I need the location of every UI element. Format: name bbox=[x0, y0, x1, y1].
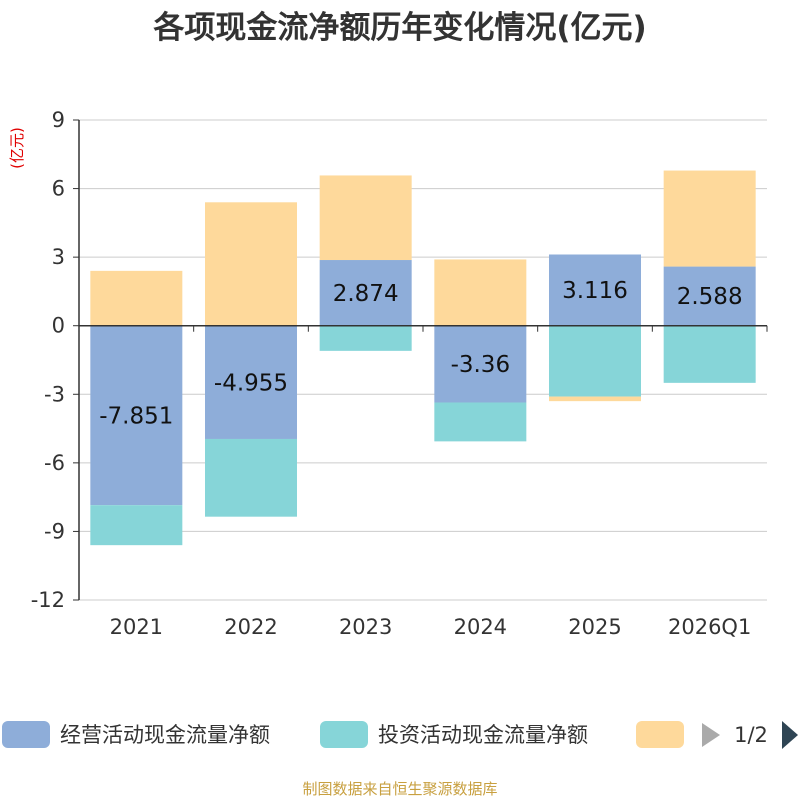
bars bbox=[90, 170, 756, 546]
x-tick-label-2023: 2023 bbox=[339, 615, 392, 639]
bar-s2-2023 bbox=[319, 175, 412, 261]
bar-s1-2023 bbox=[319, 325, 412, 351]
bar-s1-2022 bbox=[205, 438, 297, 517]
bar-s2-2026Q1 bbox=[663, 170, 756, 267]
x-tick-label-2022: 2022 bbox=[224, 615, 277, 639]
bar-s2-2024 bbox=[434, 259, 527, 326]
legend-label-investing: 投资活动现金流量净额 bbox=[378, 723, 588, 747]
bar-s0-2023 bbox=[319, 260, 412, 326]
data-label-2023: 2.874 bbox=[333, 281, 399, 307]
axes: 9 6 3 0 -3 -6 -9 -12 2021 2022 2023 2024 2025 2026Q1 bbox=[31, 108, 768, 639]
legend-label-operating: 经营活动现金流量净额 bbox=[60, 723, 270, 747]
data-label-2026Q1: 2.588 bbox=[677, 284, 743, 310]
bar-s0-2022 bbox=[205, 325, 297, 439]
y-tick-label: 9 bbox=[52, 108, 65, 132]
bar-s0-2021 bbox=[90, 325, 183, 506]
bar-s0-2024 bbox=[434, 325, 527, 403]
bar-s0-2026Q1 bbox=[663, 266, 756, 326]
data-label-2024: -3.36 bbox=[451, 352, 511, 378]
legend-item-investing[interactable]: 投资活动现金流量净额 bbox=[320, 721, 588, 748]
legend-item-operating[interactable]: 经营活动现金流量净额 bbox=[2, 721, 270, 748]
data-label-2021: -7.851 bbox=[99, 403, 173, 429]
legend-item-financing[interactable] bbox=[636, 721, 684, 748]
x-tick-label-2021: 2021 bbox=[110, 615, 163, 639]
y-tick-label: 3 bbox=[52, 245, 65, 269]
data-source: 制图数据来自恒生聚源数据库 bbox=[302, 780, 497, 798]
bar-s2-2025 bbox=[549, 396, 641, 402]
data-label-2025: 3.116 bbox=[562, 278, 628, 304]
bar-s1-2024 bbox=[434, 402, 527, 442]
chart-title: 各项现金流净额历年变化情况(亿元) bbox=[152, 10, 646, 46]
bar-s1-2026Q1 bbox=[663, 325, 756, 383]
bar-s2-2022 bbox=[205, 202, 297, 326]
grid bbox=[79, 119, 767, 601]
bar-s2-2021 bbox=[90, 270, 183, 326]
x-tick-label-2024: 2024 bbox=[454, 615, 507, 639]
x-tick-label-2026Q1: 2026Q1 bbox=[668, 615, 751, 639]
y-tick-label: -3 bbox=[44, 382, 65, 406]
bar-s1-2025 bbox=[549, 325, 641, 397]
legend-swatch-investing bbox=[320, 721, 368, 748]
bar-s1-2021 bbox=[90, 505, 183, 546]
data-label-2022: -4.955 bbox=[214, 370, 288, 396]
y-tick-label: -6 bbox=[44, 451, 65, 475]
bar-s0-2025 bbox=[549, 254, 641, 326]
legend-swatch-operating bbox=[2, 721, 50, 748]
y-axis-unit: (亿元) bbox=[8, 127, 26, 169]
legend: 经营活动现金流量净额 投资活动现金流量净额 1/2 bbox=[2, 721, 798, 749]
legend-page-indicator: 1/2 bbox=[734, 723, 768, 747]
y-tick-label: -9 bbox=[44, 519, 65, 543]
y-tick-label: 6 bbox=[52, 177, 65, 201]
y-tick-label: 0 bbox=[52, 314, 65, 338]
legend-swatch-financing bbox=[636, 721, 684, 748]
x-tick-label-2025: 2025 bbox=[568, 615, 621, 639]
y-tick-label: -12 bbox=[31, 588, 65, 612]
legend-next-page-icon[interactable] bbox=[782, 721, 798, 749]
data-labels: -7.851 -4.955 2.874 -3.36 3.116 2.588 bbox=[99, 278, 742, 429]
legend-prev-page-icon[interactable] bbox=[702, 723, 720, 747]
